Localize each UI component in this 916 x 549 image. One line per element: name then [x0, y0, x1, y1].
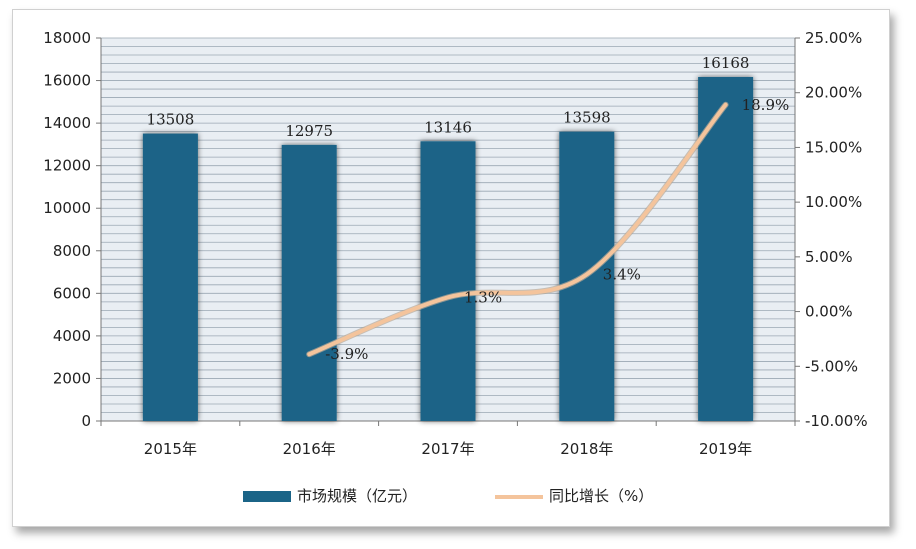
chart: 0 2000 4000 6000 8000 10000 12000 14000 16000 180…	[43, 29, 868, 505]
legend: 市场规模（亿元） 同比增长（%）	[243, 487, 653, 505]
bar-1	[142, 133, 198, 421]
line-label-2: -3.9%	[325, 345, 368, 363]
right-tick-label: 20.00%	[805, 84, 862, 102]
right-axis-ticks: -10.00% -5.00% 0.00% 5.00% 10.00% 15.00% 20.00…	[795, 29, 868, 430]
left-tick-label: 6000	[53, 284, 91, 302]
left-tick-label: 16000	[43, 72, 91, 90]
x-tick-label: 2019年	[699, 440, 752, 458]
legend-label-bar: 市场规模（亿元）	[297, 487, 417, 505]
bar-label-5: 16168	[702, 54, 750, 72]
x-tick-label: 2015年	[144, 440, 197, 458]
legend-label-line: 同比增长（%）	[549, 487, 653, 505]
right-tick-label: 15.00%	[805, 138, 862, 156]
x-tick-label: 2018年	[560, 440, 613, 458]
line-label-4: 3.4%	[603, 265, 641, 283]
line-label-5: 18.9%	[742, 96, 790, 114]
bar-label-2: 12975	[285, 122, 333, 140]
growth-line	[307, 102, 728, 357]
right-tick-label: 5.00%	[805, 248, 853, 266]
right-tick-label: 10.00%	[805, 193, 862, 211]
left-axis-ticks: 0 2000 4000 6000 8000 10000 12000 14000 16000 180…	[43, 29, 101, 430]
bar-data-labels: 13508 12975 13146 13598 16168	[147, 54, 750, 140]
left-tick-label: 2000	[53, 369, 91, 387]
line-data-labels: -3.9% 1.3% 3.4% 18.9%	[325, 96, 789, 363]
x-tick-label: 2016年	[283, 440, 336, 458]
line-series	[306, 101, 729, 358]
line-label-3: 1.3%	[464, 288, 502, 306]
left-tick-label: 0	[81, 412, 91, 430]
bar-label-3: 13146	[424, 118, 472, 136]
bar-3	[420, 141, 476, 421]
x-tick-label: 2017年	[421, 440, 474, 458]
right-tick-label: 0.00%	[805, 303, 853, 321]
left-tick-label: 8000	[53, 242, 91, 260]
bar-label-4: 13598	[563, 109, 611, 127]
legend-swatch-bar	[243, 491, 291, 502]
right-tick-label: -5.00%	[805, 357, 858, 375]
bar-label-1: 13508	[147, 111, 195, 129]
left-tick-label: 12000	[43, 157, 91, 175]
right-tick-label: -10.00%	[805, 412, 868, 430]
left-tick-label: 10000	[43, 199, 91, 217]
chart-frame: 0 2000 4000 6000 8000 10000 12000 14000 16000 180…	[12, 9, 890, 527]
left-tick-label: 14000	[43, 114, 91, 132]
bar-2	[281, 144, 337, 421]
right-tick-label: 25.00%	[805, 29, 862, 47]
left-tick-label: 18000	[43, 29, 91, 47]
left-tick-label: 4000	[53, 327, 91, 345]
x-axis-ticks: 2015年 2016年 2017年 2018年 2019年	[100, 421, 796, 458]
